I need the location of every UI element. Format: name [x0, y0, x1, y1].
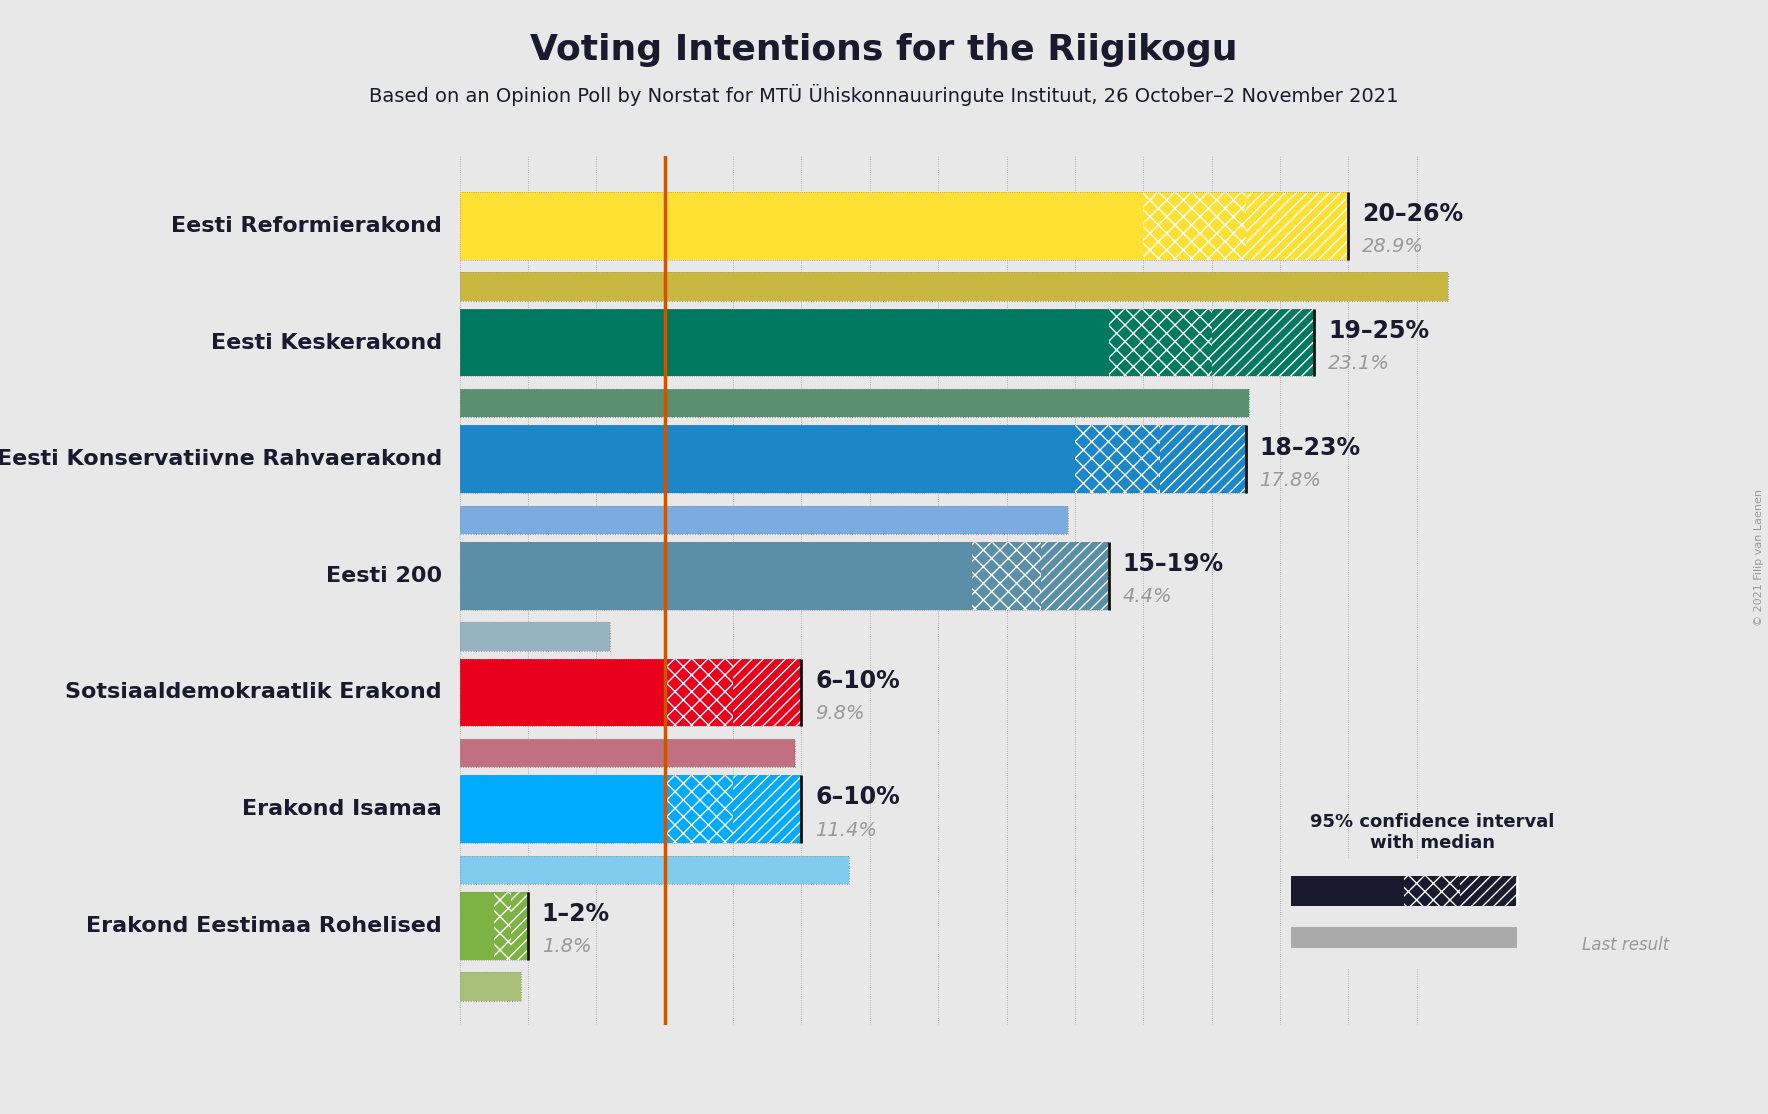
Bar	[1246, 192, 1349, 260]
Text: Eesti Reformierakond: Eesti Reformierakond	[171, 216, 442, 236]
Text: Last result: Last result	[1582, 936, 1669, 954]
Bar	[460, 658, 801, 726]
Bar	[460, 426, 1246, 494]
Bar	[460, 739, 794, 768]
Bar	[460, 892, 529, 959]
Text: 17.8%: 17.8%	[1259, 471, 1321, 490]
Text: Eesti Keskerakond: Eesti Keskerakond	[210, 333, 442, 352]
Bar	[460, 426, 1075, 494]
Text: Eesti 200: Eesti 200	[325, 566, 442, 586]
Bar	[1291, 927, 1517, 948]
Bar	[460, 309, 1109, 377]
Text: 6–10%: 6–10%	[815, 785, 900, 810]
Bar	[734, 775, 801, 843]
Bar	[460, 973, 522, 1000]
Text: Erakond Isamaa: Erakond Isamaa	[242, 799, 442, 819]
Bar	[460, 892, 493, 959]
Text: 20–26%: 20–26%	[1361, 203, 1464, 226]
Bar	[460, 389, 1250, 418]
Text: 1–2%: 1–2%	[541, 902, 610, 926]
Bar	[511, 892, 529, 959]
Bar	[460, 309, 1314, 377]
Text: 9.8%: 9.8%	[815, 704, 865, 723]
Bar	[460, 506, 1068, 534]
Text: 11.4%: 11.4%	[815, 821, 877, 840]
Bar	[460, 192, 1144, 260]
Bar	[460, 273, 1448, 301]
Bar	[460, 973, 522, 1000]
Bar	[665, 775, 734, 843]
Text: Eesti Konservatiivne Rahvaerakond: Eesti Konservatiivne Rahvaerakond	[0, 449, 442, 469]
Bar	[460, 543, 972, 609]
Bar	[460, 623, 610, 651]
Bar	[1460, 877, 1517, 906]
Text: 28.9%: 28.9%	[1361, 237, 1423, 256]
Bar	[972, 543, 1041, 609]
Bar	[460, 623, 610, 651]
Bar	[460, 775, 665, 843]
Bar	[460, 389, 1250, 418]
Text: 1.8%: 1.8%	[541, 937, 591, 956]
Bar	[1109, 309, 1211, 377]
Text: Voting Intentions for the Riigikogu: Voting Intentions for the Riigikogu	[530, 33, 1238, 67]
Bar	[460, 506, 1068, 534]
Bar	[1160, 426, 1246, 494]
Bar	[734, 658, 801, 726]
Bar	[1075, 426, 1160, 494]
Bar	[460, 273, 1448, 301]
Bar	[1211, 309, 1314, 377]
Text: 18–23%: 18–23%	[1259, 436, 1361, 460]
Bar	[1041, 543, 1109, 609]
Text: Based on an Opinion Poll by Norstat for MTÜ Ühiskonnauuringute Instituut, 26 Oct: Based on an Opinion Poll by Norstat for …	[370, 84, 1398, 106]
Bar	[1404, 877, 1460, 906]
Bar	[460, 658, 665, 726]
Text: Erakond Eestimaa Rohelised: Erakond Eestimaa Rohelised	[87, 916, 442, 936]
Bar	[460, 739, 794, 768]
Text: Sotsiaaldemokraatlik Erakond: Sotsiaaldemokraatlik Erakond	[65, 683, 442, 703]
Bar	[665, 658, 734, 726]
Text: 4.4%: 4.4%	[1123, 587, 1172, 606]
Bar	[460, 856, 849, 885]
Text: © 2021 Filip van Laenen: © 2021 Filip van Laenen	[1754, 489, 1764, 625]
Bar	[460, 856, 849, 885]
Bar	[460, 192, 1349, 260]
Text: 95% confidence interval
with median: 95% confidence interval with median	[1310, 813, 1554, 852]
Text: 6–10%: 6–10%	[815, 668, 900, 693]
Bar	[1291, 877, 1404, 906]
Text: 19–25%: 19–25%	[1328, 319, 1429, 343]
Bar	[493, 892, 511, 959]
Bar	[460, 775, 801, 843]
Text: 15–19%: 15–19%	[1123, 553, 1223, 576]
Text: 23.1%: 23.1%	[1328, 354, 1390, 373]
Bar	[460, 543, 1109, 609]
Bar	[1144, 192, 1246, 260]
